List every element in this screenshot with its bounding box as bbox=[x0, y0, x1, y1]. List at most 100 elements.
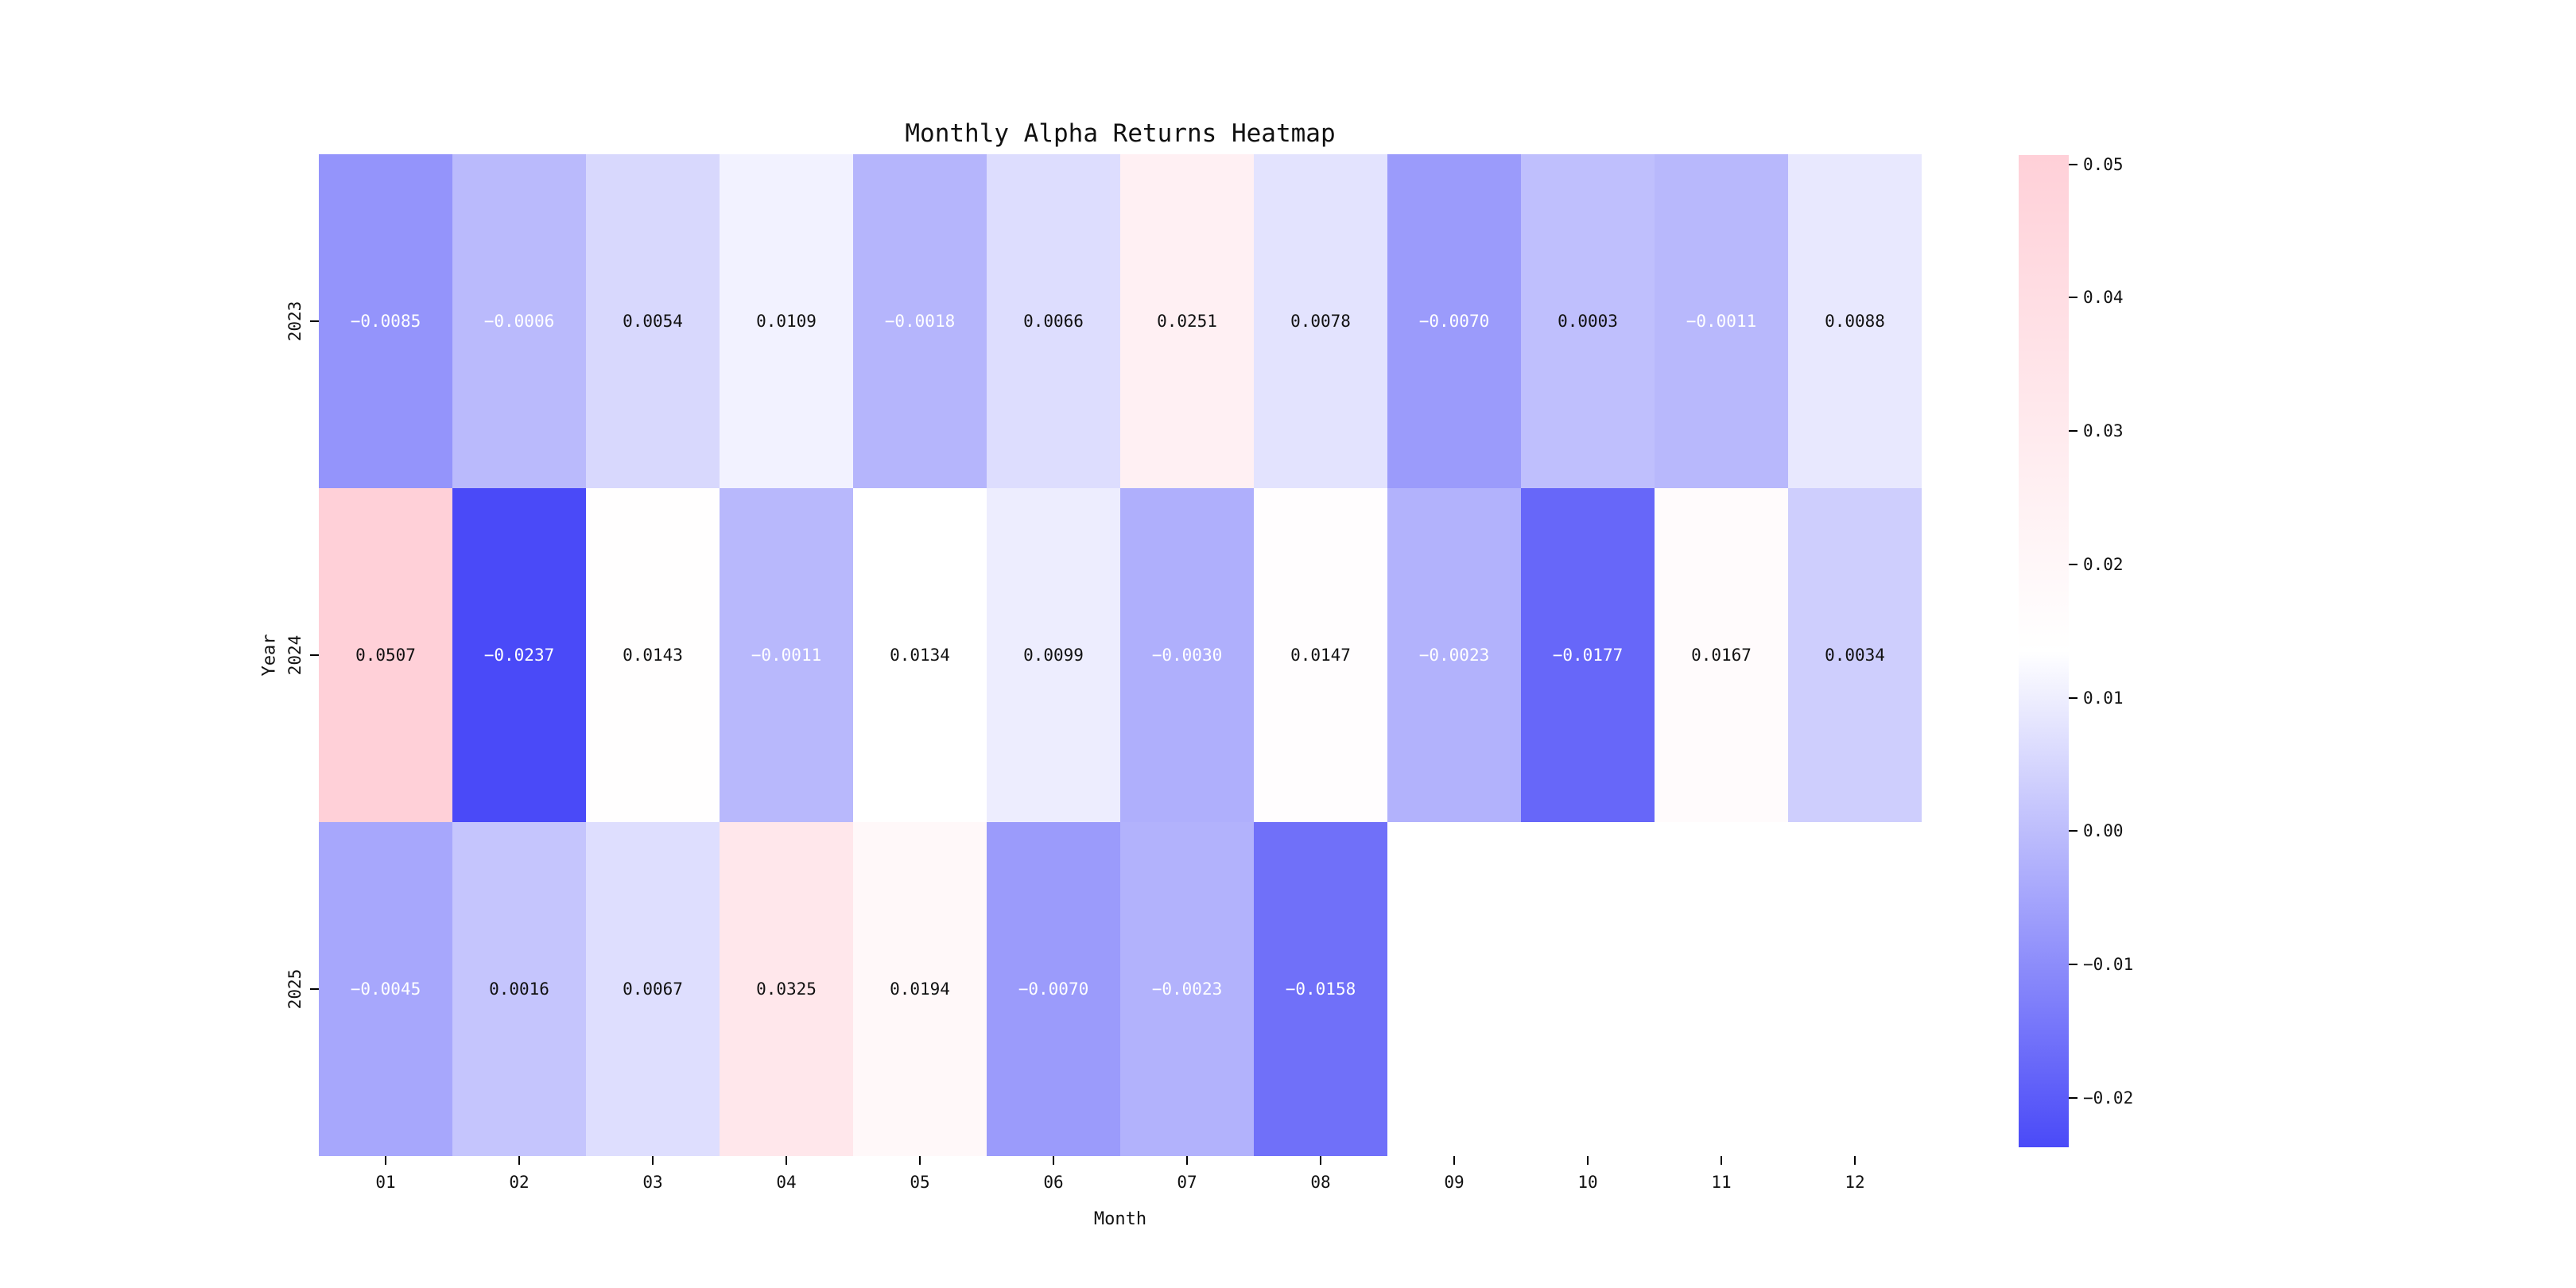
x-tick-mark bbox=[1186, 1156, 1188, 1165]
x-tick-label: 12 bbox=[1845, 1173, 1865, 1192]
x-tick-label: 03 bbox=[642, 1173, 663, 1192]
cell-annotation: −0.0158 bbox=[1285, 980, 1356, 999]
cell-annotation: 0.0034 bbox=[1825, 646, 1885, 665]
colorbar-tick-mark bbox=[2069, 163, 2077, 165]
x-tick-label: 06 bbox=[1043, 1173, 1064, 1192]
heatmap-cell: −0.0237 bbox=[452, 488, 586, 822]
cell-annotation: 0.0054 bbox=[623, 312, 683, 331]
heatmap-cell: −0.0158 bbox=[1254, 822, 1387, 1156]
y-axis-label: Year bbox=[259, 634, 280, 677]
colorbar-tick-label: −0.01 bbox=[2083, 955, 2134, 975]
heatmap-cell: −0.0006 bbox=[452, 154, 586, 488]
heatmap-cell: −0.0070 bbox=[1387, 154, 1521, 488]
heatmap-cell: −0.0177 bbox=[1521, 488, 1655, 822]
x-axis-label: Month bbox=[1093, 1209, 1147, 1229]
cell-annotation: 0.0251 bbox=[1157, 312, 1217, 331]
x-tick-mark bbox=[1053, 1156, 1054, 1165]
heatmap-cell: 0.0067 bbox=[586, 822, 720, 1156]
cell-annotation: −0.0018 bbox=[884, 312, 956, 331]
cell-annotation: −0.0085 bbox=[350, 312, 421, 331]
heatmap-cell: 0.0016 bbox=[452, 822, 586, 1156]
y-tick-mark bbox=[310, 320, 319, 322]
cell-annotation: 0.0143 bbox=[623, 646, 683, 665]
heatmap-cell: 0.0088 bbox=[1788, 154, 1922, 488]
x-tick-label: 01 bbox=[375, 1173, 396, 1192]
cell-annotation: −0.0011 bbox=[1686, 312, 1757, 331]
colorbar-tick-mark bbox=[2069, 830, 2077, 832]
cell-annotation: −0.0006 bbox=[483, 312, 555, 331]
x-tick-mark bbox=[652, 1156, 654, 1165]
colorbar-tick-mark bbox=[2069, 297, 2077, 299]
cell-annotation: 0.0099 bbox=[1023, 646, 1084, 665]
y-tick-label: 2025 bbox=[285, 968, 305, 1010]
cell-annotation: 0.0147 bbox=[1290, 646, 1351, 665]
colorbar-tick-label: 0.04 bbox=[2083, 288, 2124, 308]
x-tick-mark bbox=[1587, 1156, 1589, 1165]
heatmap-cell: 0.0251 bbox=[1120, 154, 1254, 488]
y-tick-label: 2023 bbox=[285, 301, 305, 342]
colorbar-gradient bbox=[2019, 155, 2069, 1147]
heatmap-cell: 0.0099 bbox=[987, 488, 1120, 822]
colorbar-tick-label: 0.00 bbox=[2083, 821, 2124, 841]
x-tick-label: 08 bbox=[1310, 1173, 1331, 1192]
heatmap-cell: 0.0143 bbox=[586, 488, 720, 822]
colorbar-tick-mark bbox=[2069, 696, 2077, 699]
x-tick-label: 10 bbox=[1577, 1173, 1598, 1192]
heatmap-cell bbox=[1387, 822, 1521, 1156]
x-tick-label: 04 bbox=[776, 1173, 797, 1192]
cell-annotation: −0.0237 bbox=[483, 646, 555, 665]
x-tick-label: 02 bbox=[509, 1173, 530, 1192]
x-tick-label: 11 bbox=[1711, 1173, 1732, 1192]
heatmap-cell: −0.0085 bbox=[319, 154, 452, 488]
heatmap-cell: 0.0134 bbox=[853, 488, 987, 822]
heatmap-cell: −0.0045 bbox=[319, 822, 452, 1156]
cell-annotation: 0.0134 bbox=[890, 646, 950, 665]
colorbar-tick-mark bbox=[2069, 964, 2077, 966]
heatmap-cell: −0.0011 bbox=[720, 488, 853, 822]
heatmap-cell: −0.0023 bbox=[1120, 822, 1254, 1156]
x-tick-mark bbox=[1320, 1156, 1321, 1165]
x-tick-mark bbox=[518, 1156, 520, 1165]
cell-annotation: 0.0109 bbox=[756, 312, 817, 331]
y-tick-label: 2024 bbox=[285, 634, 305, 676]
colorbar-tick-label: 0.05 bbox=[2083, 154, 2124, 174]
heatmap-cell: −0.0070 bbox=[987, 822, 1120, 1156]
heatmap-cell bbox=[1788, 822, 1922, 1156]
cell-annotation: −0.0177 bbox=[1552, 646, 1624, 665]
colorbar-tick-mark bbox=[2069, 430, 2077, 433]
heatmap-cell: 0.0325 bbox=[720, 822, 853, 1156]
cell-annotation: −0.0011 bbox=[751, 646, 822, 665]
x-tick-mark bbox=[786, 1156, 787, 1165]
y-tick-mark bbox=[310, 654, 319, 656]
colorbar-tick-label: 0.01 bbox=[2083, 688, 2124, 708]
heatmap-cell: 0.0066 bbox=[987, 154, 1120, 488]
x-tick-label: 07 bbox=[1177, 1173, 1197, 1192]
heatmap-cell: 0.0034 bbox=[1788, 488, 1922, 822]
heatmap-cell: −0.0018 bbox=[853, 154, 987, 488]
cell-annotation: 0.0088 bbox=[1825, 312, 1885, 331]
cell-annotation: 0.0167 bbox=[1691, 646, 1752, 665]
cell-annotation: 0.0016 bbox=[489, 980, 549, 999]
x-tick-mark bbox=[1854, 1156, 1856, 1165]
cell-annotation: 0.0325 bbox=[756, 980, 817, 999]
colorbar-tick-mark bbox=[2069, 1096, 2077, 1099]
heatmap-cell: 0.0147 bbox=[1254, 488, 1387, 822]
colorbar-tick-label: −0.02 bbox=[2083, 1088, 2134, 1108]
y-tick-mark bbox=[310, 988, 319, 990]
cell-annotation: 0.0067 bbox=[623, 980, 683, 999]
colorbar-tick-label: 0.03 bbox=[2083, 421, 2124, 441]
x-tick-mark bbox=[919, 1156, 921, 1165]
x-tick-label: 09 bbox=[1444, 1173, 1465, 1192]
cell-annotation: 0.0194 bbox=[890, 980, 950, 999]
x-tick-label: 05 bbox=[910, 1173, 930, 1192]
x-tick-mark bbox=[1721, 1156, 1722, 1165]
cell-annotation: 0.0066 bbox=[1023, 312, 1084, 331]
heatmap-cell: −0.0030 bbox=[1120, 488, 1254, 822]
heatmap-cell: 0.0167 bbox=[1655, 488, 1788, 822]
cell-annotation: −0.0030 bbox=[1151, 646, 1223, 665]
cell-annotation: −0.0023 bbox=[1418, 646, 1490, 665]
colorbar-tick-mark bbox=[2069, 563, 2077, 565]
heatmap-cell: 0.0054 bbox=[586, 154, 720, 488]
heatmap-cell: 0.0507 bbox=[319, 488, 452, 822]
